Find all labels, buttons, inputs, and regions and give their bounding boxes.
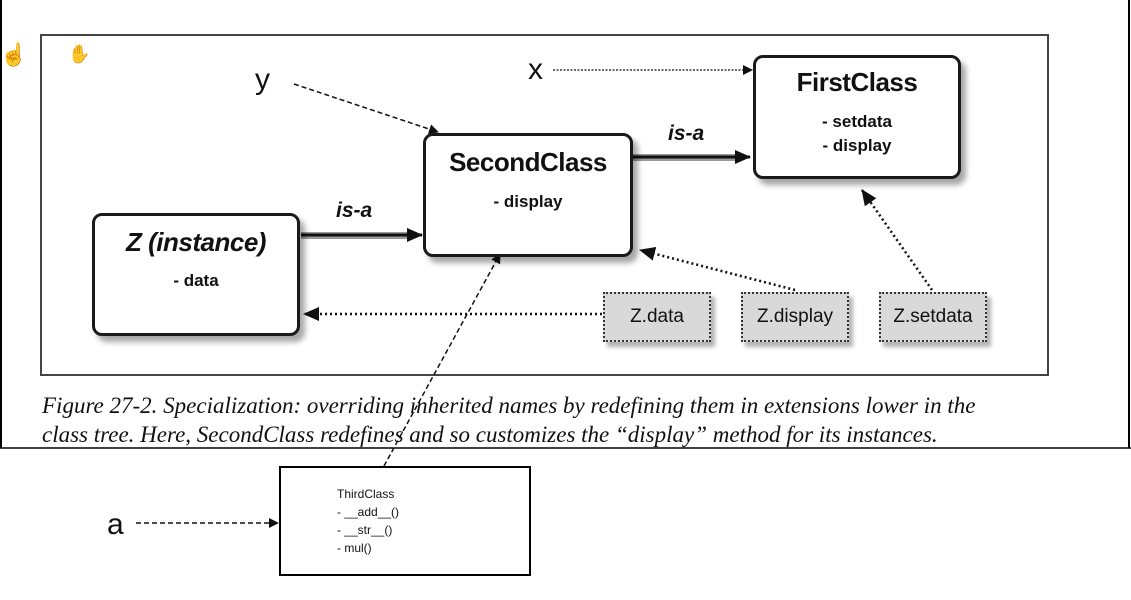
arrow-y-to-second — [294, 84, 438, 132]
caption-line-1: Figure 27-2. Specialization: overriding … — [42, 392, 1042, 420]
attr-tag-z-setdata: Z.setdata — [879, 292, 987, 342]
label-x: x — [528, 53, 543, 87]
label-a: a — [107, 508, 124, 542]
hand-cursor-edge-icon: ☝ — [0, 42, 27, 68]
third-class-member: - __str__() — [337, 523, 392, 537]
first-class-title: FirstClass — [756, 67, 958, 98]
third-class-box: ThirdClass - __add__() - __str__() - mul… — [279, 466, 531, 576]
attr-tag-z-data: Z.data — [603, 292, 711, 342]
second-class-member: - display — [426, 190, 630, 214]
third-class-title: ThirdClass — [337, 487, 394, 501]
instance-box: Z (instance) - data — [92, 213, 300, 336]
first-class-box: FirstClass - setdata - display — [753, 55, 961, 179]
third-class-member: - __add__() — [337, 505, 399, 519]
instance-title: Z (instance) — [95, 227, 297, 258]
isa-label-instance-second: is-a — [336, 199, 372, 223]
second-class-box: SecondClass - display — [423, 133, 633, 257]
first-class-member: - display — [756, 134, 958, 158]
instance-member: - data — [95, 269, 297, 293]
isa-label-second-first: is-a — [668, 122, 704, 146]
arrow-zsetdata-to-first — [862, 190, 932, 290]
hand-cursor-icon: ✋ — [68, 44, 90, 65]
attr-tag-z-display: Z.display — [741, 292, 849, 342]
arrow-zdisplay-to-second — [640, 250, 795, 290]
third-class-member: - mul() — [337, 541, 372, 555]
caption-line-2: class tree. Here, SecondClass redefines … — [42, 421, 1042, 449]
label-y: y — [255, 63, 270, 97]
second-class-title: SecondClass — [426, 147, 630, 178]
first-class-member: - setdata — [756, 110, 958, 134]
